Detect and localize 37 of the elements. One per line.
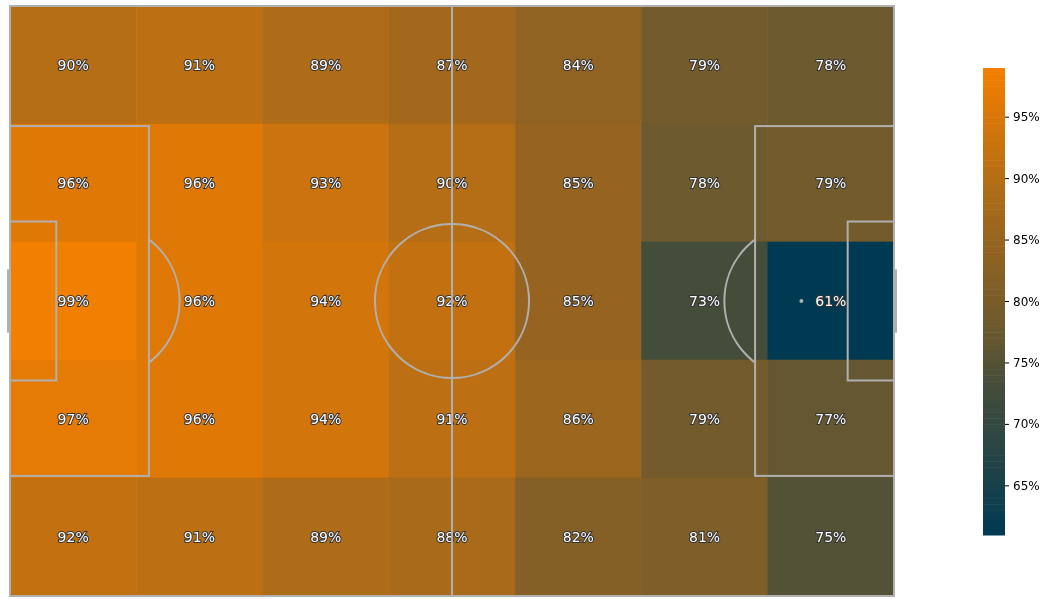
data-label: 99% <box>57 293 89 309</box>
data-label: 81% <box>689 529 721 545</box>
color-bar-label: 75% <box>1013 355 1040 370</box>
color-bar-label: 95% <box>1013 110 1040 125</box>
data-label: 78% <box>815 57 847 73</box>
data-label: 96% <box>183 293 215 309</box>
data-label: 79% <box>689 411 721 427</box>
data-label: 86% <box>562 411 594 427</box>
data-label: 85% <box>562 175 594 191</box>
data-label: 94% <box>310 293 342 309</box>
data-label: 97% <box>57 411 89 427</box>
data-label: 92% <box>57 529 89 545</box>
data-label: 73% <box>689 293 721 309</box>
data-label: 90% <box>57 57 89 73</box>
data-label: 89% <box>310 529 342 545</box>
data-label: 77% <box>815 411 847 427</box>
data-label: 91% <box>183 529 215 545</box>
data-label: 82% <box>562 529 594 545</box>
data-label: 94% <box>310 411 342 427</box>
data-label: 96% <box>57 175 89 191</box>
data-label: 78% <box>689 175 721 191</box>
data-label: 85% <box>562 293 594 309</box>
data-label: 61% <box>815 293 847 309</box>
color-bar-label: 80% <box>1013 294 1040 309</box>
data-label: 89% <box>310 57 342 73</box>
color-bar-label: 70% <box>1013 417 1040 432</box>
color-bar-label: 65% <box>1013 478 1040 493</box>
data-label: 96% <box>183 411 215 427</box>
data-label: 84% <box>562 57 594 73</box>
data-label: 96% <box>183 175 215 191</box>
color-bar-label: 90% <box>1013 171 1040 186</box>
data-label: 93% <box>310 175 342 191</box>
data-label: 79% <box>689 57 721 73</box>
data-label: 79% <box>815 175 847 191</box>
data-label: 75% <box>815 529 847 545</box>
color-bar-label: 85% <box>1013 233 1040 248</box>
data-label: 91% <box>183 57 215 73</box>
